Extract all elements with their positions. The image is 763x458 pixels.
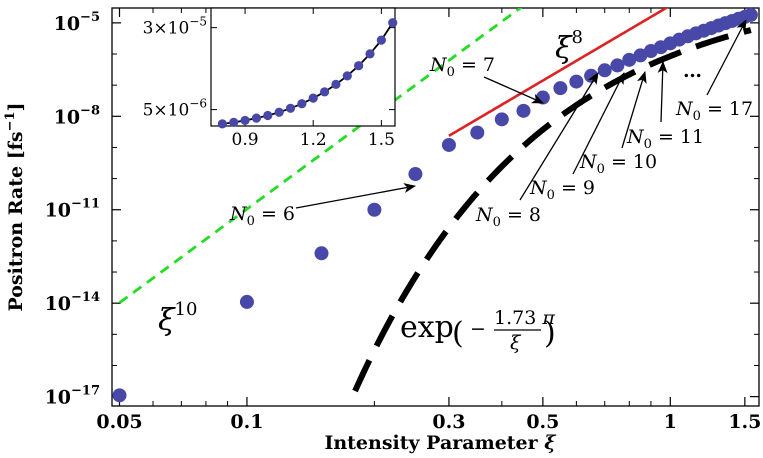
svg-text:(: ( xyxy=(452,316,464,351)
data-point xyxy=(367,202,382,217)
inset-data-point xyxy=(251,113,262,123)
n0-8-arrow xyxy=(519,72,599,201)
data-point xyxy=(470,125,485,140)
inset-chart: 0.9 1.2 1.5 5×10−6 3×10−5 xyxy=(143,7,398,150)
y-tick-label: 10−17 xyxy=(45,384,100,409)
n0-10-arrow xyxy=(621,71,647,149)
data-point xyxy=(610,58,625,73)
data-point xyxy=(516,103,531,118)
inset-data-point xyxy=(263,110,273,121)
svg-text:−: − xyxy=(470,318,486,340)
n0-9-label: N0 = 9 xyxy=(529,177,595,203)
n0-6-arrow xyxy=(295,183,416,209)
annotations: ξ10 ξ8 exp ( − 1.73 π ξ ) N0 = 6 N0 = 7 … xyxy=(158,19,753,354)
data-point xyxy=(314,246,329,261)
inset-curve xyxy=(222,22,394,125)
inset-ticks xyxy=(211,8,395,126)
curve-power-law-2 xyxy=(448,8,669,137)
inset-tick-labels: 0.9 1.2 1.5 5×10−6 3×10−5 xyxy=(143,15,395,150)
inset-data-point xyxy=(297,99,307,109)
n0-6-label: N0 = 6 xyxy=(229,203,295,229)
data-point xyxy=(743,7,758,22)
n0-10-label: N0 = 10 xyxy=(579,151,657,177)
inset-data-point xyxy=(240,115,250,126)
x-tick-label: 1.5 xyxy=(728,411,761,433)
y-axis-title: Positron Rate [fs−1] xyxy=(3,102,27,311)
n0-7-label: N0 = 7 xyxy=(429,54,495,80)
inset-x-tick-label: 1.5 xyxy=(368,130,395,150)
inset-x-tick-label: 1.2 xyxy=(300,130,327,150)
curve-power-law-1 xyxy=(118,8,523,304)
data-point xyxy=(441,137,456,152)
main-plot-frame xyxy=(111,7,760,407)
data-point xyxy=(494,112,509,127)
inset-x-tick-label: 0.9 xyxy=(232,130,259,150)
data-point xyxy=(408,167,423,182)
y-tick-label: 10−14 xyxy=(45,290,100,315)
n0-8-label: N0 = 8 xyxy=(475,204,541,230)
inset-data-point xyxy=(319,87,330,97)
inset-data-point xyxy=(342,71,352,81)
data-point xyxy=(569,74,584,89)
inset-y-tick-label: 3×10−5 xyxy=(143,15,207,39)
data-point xyxy=(633,48,648,63)
x-tick-label: 0.5 xyxy=(526,411,559,433)
inset-fit-curve xyxy=(222,22,394,125)
inset-data-point xyxy=(229,117,239,127)
inset-data-point xyxy=(274,107,284,117)
y-tick-label: 10−5 xyxy=(54,10,100,35)
svg-text:): ) xyxy=(544,316,556,351)
data-point xyxy=(112,388,127,403)
n0-17-arrow xyxy=(706,19,747,96)
inset-data-point xyxy=(308,93,318,103)
inset-data-point xyxy=(388,18,398,28)
y-tick-label: 10−8 xyxy=(54,103,100,128)
n0-11-arrow xyxy=(657,61,668,123)
data-point xyxy=(239,294,254,309)
svg-text:exp: exp xyxy=(400,310,454,345)
x-tick-label: 0.3 xyxy=(432,411,465,433)
inset-data-point xyxy=(285,103,296,113)
exp-formula: exp ( − 1.73 π ξ ) xyxy=(400,307,556,354)
data-point xyxy=(553,81,568,96)
inset-y-tick-label: 5×10−6 xyxy=(143,97,207,121)
svg-text:ξ: ξ xyxy=(510,332,522,354)
x-axis-title: Intensity Parameter ξ xyxy=(324,432,557,454)
ellipsis-label: … xyxy=(683,60,702,82)
inset-data-point xyxy=(376,35,386,45)
n0-17-label: N0 = 17 xyxy=(675,98,753,124)
n0-11-label: N0 = 11 xyxy=(626,126,704,152)
inset-data-point xyxy=(354,61,364,71)
inset-data-point xyxy=(217,119,227,129)
inset-frame xyxy=(210,7,396,127)
inset-data-point xyxy=(331,79,341,89)
svg-text:1.73 π: 1.73 π xyxy=(494,307,555,329)
n0-7-arrow xyxy=(483,76,544,104)
x-tick-label: 0.05 xyxy=(96,411,142,433)
y-tick-label: 10−11 xyxy=(45,197,100,222)
main-tick-labels: 0.05 0.1 0.3 0.5 1 1.5 10−17 10−14 10−11 10−8 10−5 xyxy=(45,10,762,433)
curves xyxy=(118,8,752,393)
inset-data-point xyxy=(365,49,375,59)
xi10-label: ξ10 xyxy=(158,299,197,338)
data-point xyxy=(622,52,637,67)
n0-9-arrow xyxy=(572,72,625,175)
x-tick-label: 1 xyxy=(664,411,677,433)
x-tick-label: 0.1 xyxy=(230,411,263,433)
inset-points xyxy=(217,18,398,129)
data-point xyxy=(597,63,612,78)
